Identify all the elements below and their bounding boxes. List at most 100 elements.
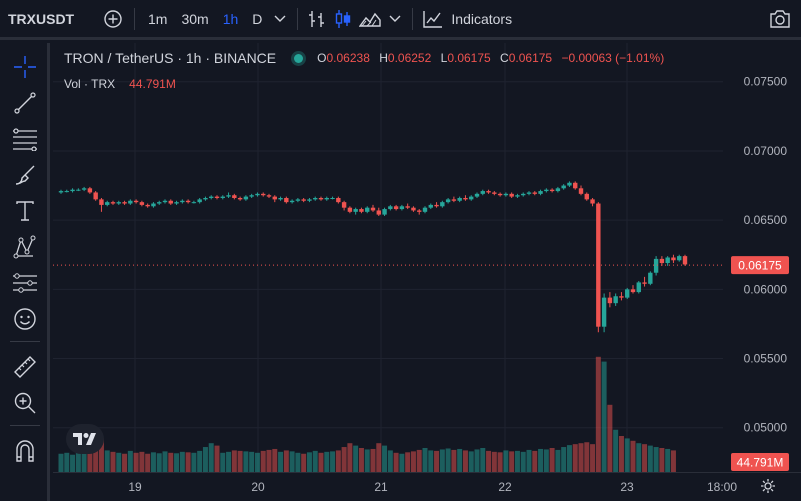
market-status-indicator[interactable] [294, 53, 304, 63]
fib-tool[interactable] [11, 125, 39, 153]
candle-body [677, 256, 682, 261]
candle-body [532, 192, 537, 194]
candle-body [237, 197, 243, 200]
price-axis[interactable]: 0.07500 0.07000 0.06500 0.06000 0.05500 0.050… [723, 43, 801, 472]
candle-body [99, 199, 104, 205]
candle-body [191, 202, 197, 204]
volume-label[interactable]: Vol · TRX [64, 77, 116, 91]
candle-body [590, 199, 595, 204]
volume-bar [526, 449, 532, 472]
volume-bar [480, 448, 486, 472]
volume-bar [520, 451, 526, 472]
timeframe-dropdown[interactable] [269, 4, 291, 34]
timeframe-1m[interactable]: 1m [148, 10, 168, 27]
candle-body [503, 193, 509, 196]
candle-body [93, 192, 98, 200]
add-symbol-button[interactable] [98, 4, 128, 34]
candle-body [243, 196, 249, 200]
candle-body [261, 193, 266, 196]
bar-style-button[interactable] [304, 4, 330, 34]
crosshair-tool[interactable] [11, 53, 39, 81]
price-tick-label: 0.07500 [744, 75, 788, 89]
chart-settings-button[interactable] [760, 478, 776, 499]
timeframe-d[interactable]: D [252, 10, 263, 27]
close-value: 0.06175 [508, 51, 553, 65]
candle-body [382, 209, 387, 215]
candle-body [526, 192, 532, 194]
volume-bar [87, 447, 93, 472]
text-tool[interactable] [11, 197, 39, 225]
tradingview-logo[interactable] [66, 424, 104, 454]
volume-bar [249, 451, 255, 472]
measure-tool[interactable] [11, 353, 39, 381]
volume-value: 44.791M [129, 77, 176, 91]
pattern-tool[interactable] [11, 233, 39, 261]
symbol-title[interactable]: TRON / TetherUS · 1h · BINANCE [64, 50, 277, 66]
emoji-tool[interactable] [11, 305, 39, 333]
smiley-icon [14, 308, 36, 330]
volume-bar [561, 447, 567, 472]
candle-body [497, 193, 503, 196]
volume-bar [624, 438, 630, 472]
volume-bar [70, 454, 76, 472]
symbol-search[interactable]: TRXUSDT [8, 10, 75, 27]
volume-bar [405, 452, 411, 472]
candle-body [376, 210, 381, 215]
candle-body [538, 191, 543, 194]
volume-bar [538, 448, 544, 472]
volume-bar [439, 449, 445, 472]
candle-body [116, 202, 121, 204]
price-chart[interactable] [53, 43, 723, 472]
candle-body [284, 197, 289, 203]
candle-body [272, 196, 277, 200]
volume-bar [185, 452, 191, 472]
volume-bar [451, 449, 457, 472]
indicators-button[interactable]: Indicators [419, 4, 516, 34]
volume-bar [127, 450, 133, 472]
candle-body [255, 193, 260, 196]
volume-bar [416, 449, 422, 472]
brush-icon [15, 165, 35, 185]
volume-bar [260, 450, 266, 472]
volume-bar [543, 449, 549, 472]
candles-style-button[interactable] [330, 4, 356, 34]
trend-line-tool[interactable] [11, 89, 39, 117]
candle-body [105, 202, 110, 205]
candle-body [347, 207, 353, 212]
volume-bar [231, 450, 237, 472]
open-label: O [317, 51, 327, 65]
volume-bar [202, 447, 208, 472]
pattern-icon [13, 235, 36, 259]
candle-body [232, 195, 237, 198]
candle-body [469, 196, 474, 200]
candle-body [630, 289, 636, 293]
screenshot-button[interactable] [769, 9, 791, 34]
volume-bar [387, 450, 393, 472]
candle-body [133, 200, 139, 203]
volume-bar [358, 448, 364, 472]
prediction-tool[interactable] [11, 269, 39, 297]
text-icon [16, 201, 34, 221]
candle-body [648, 272, 653, 284]
candle-body [596, 203, 601, 327]
zoom-tool[interactable] [11, 389, 39, 417]
candle-body [388, 206, 393, 210]
volume-bar [104, 450, 110, 472]
candle-body [157, 202, 162, 204]
candle-body [266, 195, 272, 197]
volume-bar [509, 451, 515, 472]
time-axis-labels: 19 20 21 22 23 18:00 [128, 480, 737, 494]
brush-tool[interactable] [11, 161, 39, 189]
volume-bar [116, 452, 122, 472]
timeframe-30m[interactable]: 30m [181, 10, 209, 27]
volume-bar [318, 452, 324, 472]
chart-type-dropdown[interactable] [384, 4, 406, 34]
volume-bar [75, 450, 81, 472]
timeframe-1h[interactable]: 1h [222, 10, 239, 27]
candle-body [521, 193, 526, 196]
area-style-button[interactable] [356, 4, 384, 34]
magnet-tool[interactable] [11, 437, 39, 465]
candle-body [365, 207, 370, 212]
time-axis[interactable]: 19 20 21 22 23 18:00 [53, 472, 801, 501]
candle-body [58, 191, 64, 193]
